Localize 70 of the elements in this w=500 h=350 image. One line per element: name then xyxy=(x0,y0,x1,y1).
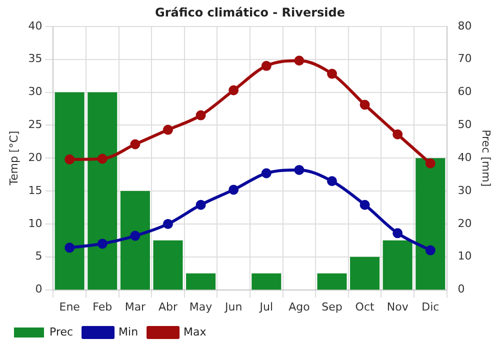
point xyxy=(360,100,370,110)
point xyxy=(294,56,304,66)
chart-title: Gráfico climático - Riverside xyxy=(155,5,345,20)
x-tick-label: Feb xyxy=(92,300,112,314)
y-tick-label: 30 xyxy=(28,85,42,98)
point xyxy=(163,124,173,135)
y-tick-label: 40 xyxy=(28,19,42,32)
x-tick-label: Abr xyxy=(158,300,178,314)
x-tick-label: May xyxy=(189,300,213,314)
point xyxy=(360,200,370,210)
point xyxy=(130,139,140,150)
y2-tick-label: 60 xyxy=(458,85,472,98)
x-tick-label: Jul xyxy=(258,300,274,314)
bar xyxy=(120,191,150,290)
bar xyxy=(88,92,118,290)
point xyxy=(130,230,140,241)
y2-axis-title: Prec [mm] xyxy=(480,130,493,187)
bar xyxy=(186,273,216,290)
y-axis-title: Temp [°C] xyxy=(7,130,20,186)
y-tick-label: 10 xyxy=(28,216,42,230)
point xyxy=(97,238,108,249)
point xyxy=(327,68,337,79)
x-tick-label: Jun xyxy=(224,300,242,314)
y2-tick-label: 80 xyxy=(458,19,472,32)
x-tick-label: Sep xyxy=(322,300,342,314)
bar xyxy=(153,240,183,290)
y-tick-label: 20 xyxy=(28,150,42,164)
point xyxy=(261,168,272,178)
bar xyxy=(252,273,282,290)
point xyxy=(327,176,337,186)
bar xyxy=(416,158,446,290)
y-tick-label: 5 xyxy=(35,250,42,263)
point xyxy=(228,85,239,96)
point xyxy=(64,154,75,164)
point xyxy=(425,158,436,168)
point xyxy=(163,218,173,229)
point xyxy=(228,184,239,195)
bar xyxy=(54,92,84,290)
y-tick-label: 25 xyxy=(28,118,42,132)
point xyxy=(196,200,206,210)
bar xyxy=(317,273,347,290)
y2-tick-label: 40 xyxy=(458,150,472,164)
y2-tick-label: 30 xyxy=(458,184,472,197)
x-tick-label: Nov xyxy=(386,300,409,314)
x-tick-label: Dic xyxy=(422,300,440,314)
x-tick-label: Ago xyxy=(288,300,310,314)
point xyxy=(294,164,304,175)
y-tick-label: 15 xyxy=(28,184,42,197)
point xyxy=(425,245,436,256)
legend-label: Prec xyxy=(50,325,74,338)
legend-label: Min xyxy=(118,325,138,338)
y2-tick-label: 20 xyxy=(458,216,472,230)
point xyxy=(392,129,403,140)
legend-label: Max xyxy=(184,325,207,338)
bar xyxy=(350,256,380,290)
y2-tick-label: 0 xyxy=(458,282,465,296)
x-tick-label: Mar xyxy=(124,300,146,314)
y2-tick-label: 70 xyxy=(458,52,472,66)
x-tick-label: Oct xyxy=(355,300,375,314)
y2-tick-label: 50 xyxy=(458,118,472,132)
y2-tick-label: 10 xyxy=(458,250,472,263)
y-tick-label: 35 xyxy=(28,52,42,66)
point xyxy=(64,242,75,253)
point xyxy=(392,228,403,238)
bar xyxy=(382,240,412,290)
point xyxy=(196,110,206,120)
x-tick-label: Ene xyxy=(59,300,80,314)
point xyxy=(261,60,272,71)
point xyxy=(97,154,108,164)
y-tick-label: 0 xyxy=(35,282,42,296)
